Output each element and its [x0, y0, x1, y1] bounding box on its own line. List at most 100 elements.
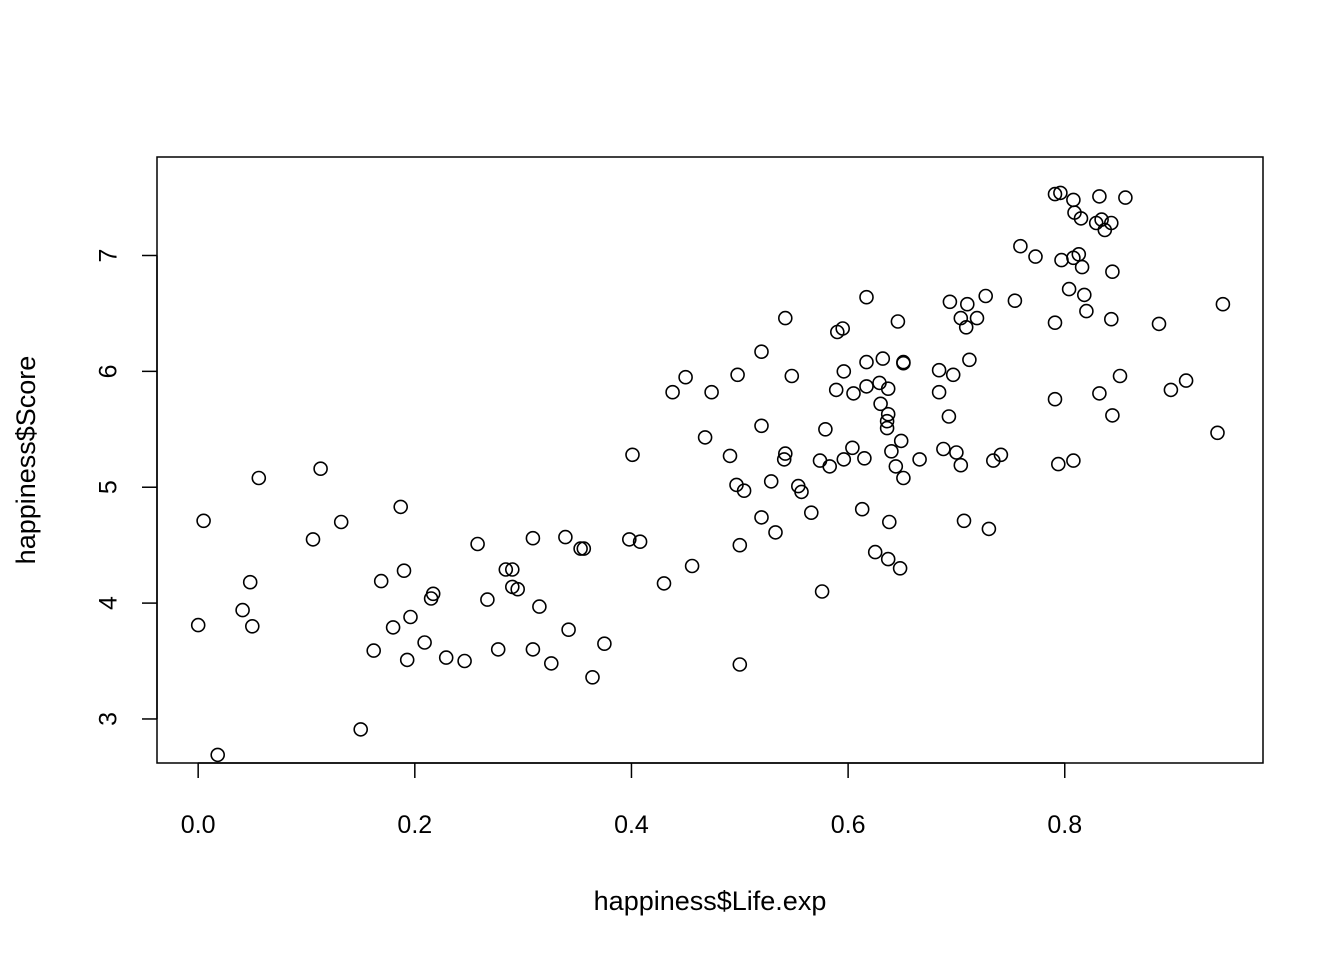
data-point: [776, 452, 792, 467]
data-point: [632, 534, 648, 550]
data-point: [561, 622, 576, 638]
data-point: [763, 474, 779, 489]
data-point: [1097, 222, 1113, 238]
data-point: [722, 448, 738, 464]
data-point: [896, 470, 911, 486]
data-point: [859, 354, 874, 370]
data-point: [888, 459, 904, 474]
data-point: [585, 669, 600, 685]
data-point: [794, 484, 809, 500]
data-point: [828, 382, 844, 398]
x-tick-label: 0.8: [1047, 811, 1082, 839]
data-point: [251, 470, 267, 486]
data-point: [366, 643, 382, 658]
y-axis: 3 4 5 6 7: [95, 249, 158, 726]
y-axis-title: happiness$Score: [11, 356, 41, 565]
data-point: [730, 367, 745, 383]
data-point: [385, 620, 401, 635]
data-point: [656, 576, 672, 591]
data-point: [818, 421, 833, 437]
data-point: [857, 450, 872, 466]
x-tick-label: 0.4: [614, 811, 649, 839]
data-point: [1013, 238, 1028, 254]
data-point: [1047, 315, 1063, 331]
data-point: [190, 617, 206, 633]
data-point: [879, 420, 895, 436]
data-point: [573, 541, 588, 556]
data-point: [1077, 287, 1092, 303]
y-tick-label: 3: [95, 712, 123, 726]
data-point: [665, 384, 680, 400]
data-point: [525, 642, 541, 657]
data-point: [893, 433, 909, 449]
data-point: [803, 505, 819, 521]
data-point: [1073, 211, 1089, 226]
data-point: [836, 364, 852, 379]
data-point: [836, 452, 852, 467]
data-point: [480, 592, 495, 607]
y-tick-label: 7: [95, 249, 123, 263]
data-point: [754, 510, 769, 525]
data-point: [854, 501, 870, 517]
data-point: [498, 562, 514, 577]
data-point: [912, 452, 927, 467]
data-point: [777, 446, 793, 461]
data-point: [1163, 382, 1179, 398]
data-point: [959, 296, 975, 312]
data-point: [993, 447, 1009, 463]
data-point: [1178, 373, 1194, 388]
data-point: [425, 586, 441, 602]
data-point: [777, 310, 793, 326]
data-point: [457, 653, 472, 669]
data-point: [1092, 386, 1107, 401]
y-tick-label: 6: [95, 364, 123, 378]
data-point: [1112, 368, 1128, 384]
data-point: [875, 351, 891, 366]
data-point: [1094, 212, 1109, 227]
data-point: [814, 584, 830, 599]
data-point: [880, 551, 896, 567]
data-point: [242, 574, 258, 590]
data-point: [754, 418, 769, 434]
data-point: [558, 529, 573, 545]
y-tick-label: 5: [95, 480, 123, 494]
data-point: [621, 532, 637, 547]
data-point: [470, 536, 485, 552]
data-point: [1215, 296, 1231, 312]
data-point: [1151, 316, 1167, 332]
data-point: [1066, 453, 1081, 468]
data-point: [931, 384, 947, 400]
data-point: [678, 369, 693, 385]
y-tick-label: 4: [95, 596, 123, 610]
points-layer: [190, 185, 1231, 763]
data-point: [880, 381, 896, 397]
data-point: [768, 525, 783, 540]
data-point: [859, 379, 874, 394]
data-point: [684, 558, 700, 574]
data-point: [1007, 293, 1023, 309]
data-point: [490, 642, 506, 657]
data-point: [880, 406, 896, 422]
data-point: [403, 609, 418, 625]
data-point: [245, 618, 260, 634]
data-point: [525, 530, 541, 546]
data-point: [1051, 456, 1066, 472]
data-point: [892, 560, 908, 576]
data-point: [1074, 259, 1090, 275]
data-point: [867, 544, 883, 560]
data-point: [941, 409, 957, 424]
data-point: [704, 384, 719, 400]
data-point: [196, 513, 211, 529]
data-point: [936, 441, 951, 457]
data-point: [942, 294, 958, 310]
data-point: [884, 443, 899, 459]
x-tick-label: 0.2: [397, 811, 432, 839]
data-point: [333, 514, 349, 530]
data-point: [353, 722, 369, 737]
data-point: [597, 636, 612, 652]
data-point: [931, 362, 947, 378]
data-point: [873, 396, 888, 412]
data-point: [1066, 192, 1081, 208]
data-point: [1210, 425, 1225, 441]
data-point: [235, 602, 250, 618]
